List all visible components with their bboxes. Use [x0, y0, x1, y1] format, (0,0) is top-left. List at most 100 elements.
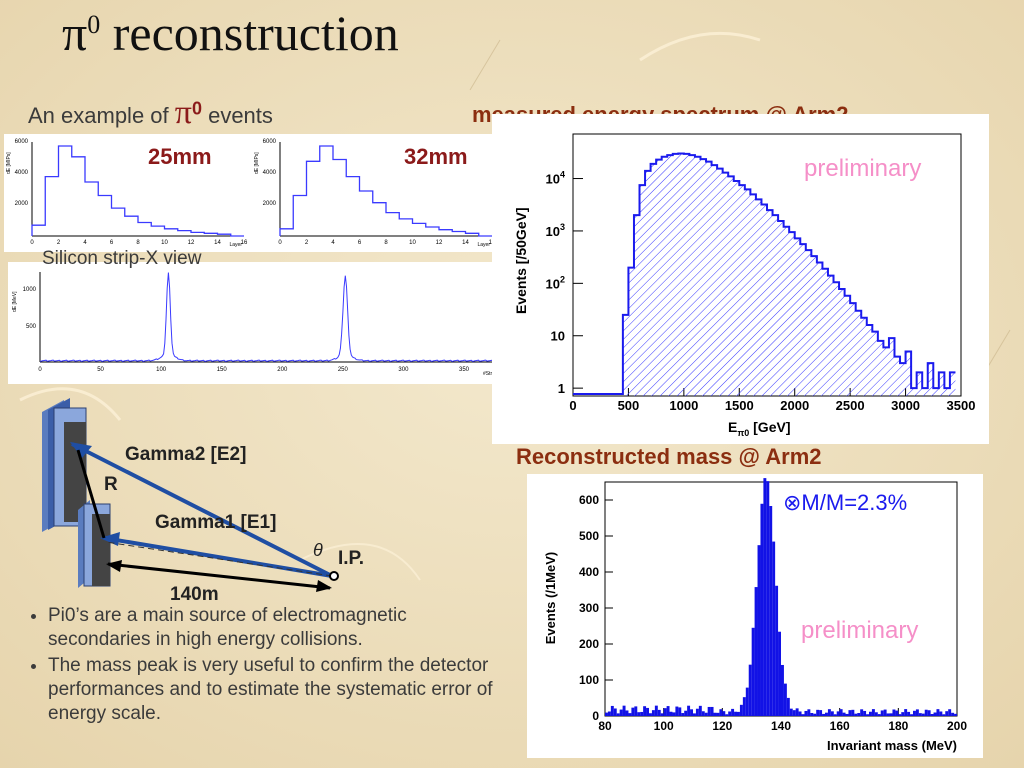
mass-bar — [836, 711, 840, 716]
mass-bar — [883, 709, 887, 716]
label-32mm: 32mm — [404, 144, 468, 169]
resolution-label: ⊗M/M=2.3% — [783, 490, 907, 515]
mass-bar — [936, 709, 940, 716]
mass-bar — [827, 709, 831, 716]
mass-bar — [710, 706, 714, 716]
x-tick-label: 2 — [57, 240, 61, 246]
mass-bar — [927, 710, 931, 716]
y-tick-label: 4000 — [15, 170, 29, 176]
ip-point — [329, 571, 339, 581]
mass-bar — [804, 710, 808, 716]
energy-histogram-area — [622, 153, 956, 396]
mass-bar — [637, 712, 641, 716]
mass-bar — [660, 713, 664, 716]
x-tick-label: 2000 — [780, 398, 809, 413]
mass-bar — [669, 711, 673, 716]
y-tick-label: 400 — [579, 565, 599, 579]
y-axis-label: dE [MIPs] — [6, 152, 12, 174]
preliminary-label: preliminary — [801, 617, 918, 644]
y-tick-label: 500 — [579, 529, 599, 543]
mass-bar — [857, 713, 861, 716]
mass-bar — [921, 713, 925, 716]
x-tick-label: 0 — [38, 367, 42, 373]
mass-bar — [954, 713, 957, 716]
mass-bar — [613, 708, 617, 716]
mass-bar — [822, 713, 825, 716]
mass-bar — [666, 706, 670, 716]
mass-bar — [781, 664, 784, 716]
mass-bar — [725, 714, 729, 716]
mass-bar — [649, 713, 652, 716]
y-tick-label: 103 — [546, 222, 565, 239]
x-tick-label: 150 — [217, 367, 228, 373]
mass-bar — [690, 709, 693, 716]
x-tick-label: 12 — [436, 240, 443, 246]
mass-bar — [698, 705, 702, 716]
mass-bar — [760, 503, 764, 716]
mass-bar — [792, 710, 796, 716]
mass-bar — [933, 712, 937, 716]
mass-bar — [830, 711, 834, 716]
mass-bar — [810, 712, 814, 716]
mass-bar — [889, 713, 893, 716]
bullet-item: The mass peak is very useful to confirm … — [48, 654, 496, 726]
mass-bar — [789, 708, 793, 716]
mass-bar — [816, 709, 820, 716]
example-subtitle: An example of π0 events — [28, 94, 273, 131]
x-tick-label: 4 — [83, 240, 87, 246]
mass-bar — [871, 709, 875, 716]
x-tick-label: 300 — [398, 367, 409, 373]
x-tick-labels: 0 50 100 150 200 250 300 350 — [38, 367, 469, 373]
y-tick-label: 4000 — [263, 170, 277, 176]
mass-ticks: 80 100 120 140 160 180 200 0 100 200 300 400 500 600 — [579, 493, 967, 733]
mass-bar — [901, 712, 905, 716]
mass-bar — [904, 709, 908, 716]
silicon-trace — [39, 272, 500, 362]
energy-histogram-outline — [573, 152, 956, 395]
mass-bar — [807, 709, 811, 716]
y-tick-label: 6000 — [15, 139, 29, 145]
mass-bar — [948, 709, 952, 716]
distance-arrow — [107, 562, 331, 590]
mass-bar — [719, 709, 723, 716]
x-tick-label: 10 — [409, 240, 416, 246]
detector-tower-large — [42, 398, 87, 532]
x-tick-label: 500 — [618, 398, 640, 413]
mass-bar — [869, 711, 872, 716]
y-tick-label: 10 — [551, 329, 565, 344]
mass-bar — [886, 713, 890, 716]
x-tick-label: 100 — [654, 719, 674, 733]
mass-bar — [898, 714, 902, 716]
mass-bar — [848, 710, 852, 716]
gamma1-line — [103, 536, 333, 578]
mass-bar — [672, 712, 676, 716]
mass-bar — [654, 705, 658, 716]
x-tick-labels: 0 2 4 6 8 10 12 14 16 — [30, 240, 248, 246]
x-tick-label: 12 — [188, 240, 195, 246]
mass-bar — [783, 683, 787, 716]
y-tick-label: 0 — [592, 709, 599, 723]
mass-bar — [742, 697, 746, 716]
distance-label: 140m — [170, 584, 219, 605]
mass-bar — [687, 705, 691, 716]
mass-bar — [892, 709, 896, 716]
mass-bar — [915, 709, 919, 716]
mass-bar — [910, 714, 913, 716]
x-tick-label: 100 — [156, 367, 167, 373]
mass-bar — [640, 711, 644, 716]
x-tick-label: 1000 — [669, 398, 698, 413]
layer-histogram-left — [31, 145, 244, 237]
mass-bar — [877, 714, 881, 716]
x-axis-label: Invariant mass (MeV) — [827, 738, 957, 753]
mass-bar — [813, 713, 817, 716]
x-tick-label: 180 — [888, 719, 908, 733]
mass-bar — [646, 707, 649, 716]
y-tick-label: 300 — [579, 601, 599, 615]
mass-bar — [693, 713, 696, 716]
mass-bar — [880, 710, 884, 716]
mass-bar — [866, 714, 869, 716]
x-tick-label: 200 — [277, 367, 288, 373]
x-tick-label: 6 — [358, 240, 362, 246]
mass-bar — [918, 713, 922, 716]
label-25mm: 25mm — [148, 144, 212, 169]
